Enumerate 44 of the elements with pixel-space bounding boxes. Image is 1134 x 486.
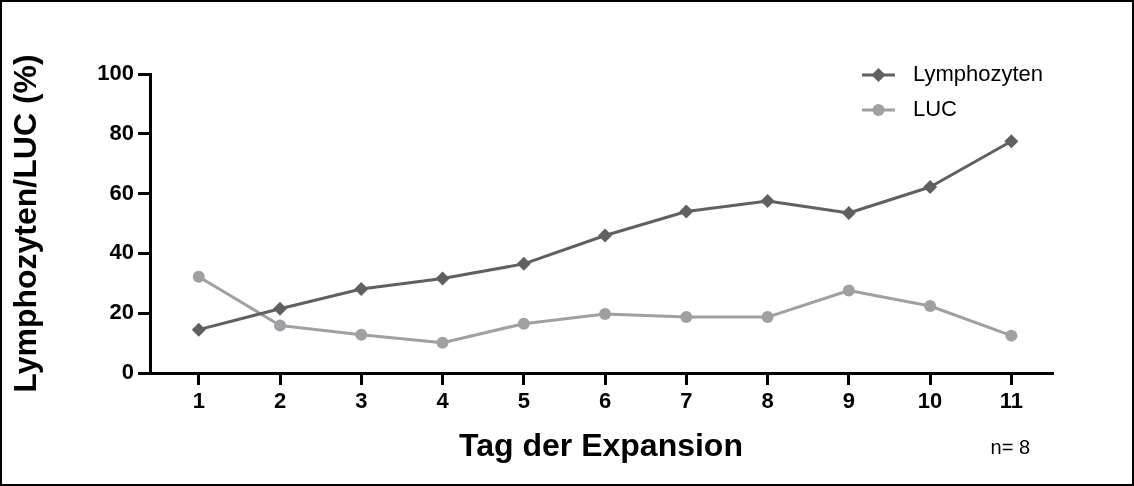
point [924, 300, 937, 313]
point [841, 206, 856, 221]
point [598, 228, 613, 243]
x-tick-label: 7 [680, 388, 693, 414]
x-tick-label: 9 [842, 388, 855, 414]
point [516, 256, 531, 271]
y-tick-label: 60 [109, 179, 134, 205]
point [273, 301, 288, 316]
point [923, 180, 938, 195]
point [760, 194, 775, 209]
x-tick-label: 6 [598, 388, 612, 414]
point [354, 281, 369, 296]
point [355, 328, 368, 341]
point [191, 322, 206, 337]
x-tick-label: 11 [999, 388, 1023, 414]
y-tick-label: 20 [109, 299, 134, 325]
point [192, 270, 205, 283]
point [1005, 329, 1018, 342]
point [1004, 134, 1019, 149]
point [761, 311, 774, 324]
y-tick-label: 100 [97, 60, 134, 86]
legend-label: LUC [913, 96, 958, 122]
y-tick-label: 0 [121, 359, 134, 385]
text: n= 8 [990, 435, 1030, 458]
point [435, 271, 450, 286]
y-tick-label: 40 [109, 239, 134, 265]
point [436, 336, 449, 349]
x-tick-label: 4 [436, 388, 450, 414]
y-axis-title: Lymphozyten/LUC (%) [7, 54, 44, 393]
x-tick-label: 2 [273, 388, 287, 414]
point [842, 284, 855, 297]
point [680, 311, 693, 324]
point [679, 204, 694, 219]
x-tick-label: 8 [761, 388, 774, 414]
x-tick-label: 10 [917, 388, 943, 414]
x-tick-label: 5 [517, 388, 530, 414]
point [599, 308, 612, 321]
x-tick-label: 3 [355, 388, 368, 414]
point [517, 317, 530, 330]
y-tick-label: 80 [109, 119, 134, 145]
x-axis-title: Tag der Expansion [459, 426, 743, 463]
x-tick-label: 1 [192, 388, 205, 414]
point [274, 319, 287, 332]
legend-label: Lymphozyten [913, 61, 1044, 87]
